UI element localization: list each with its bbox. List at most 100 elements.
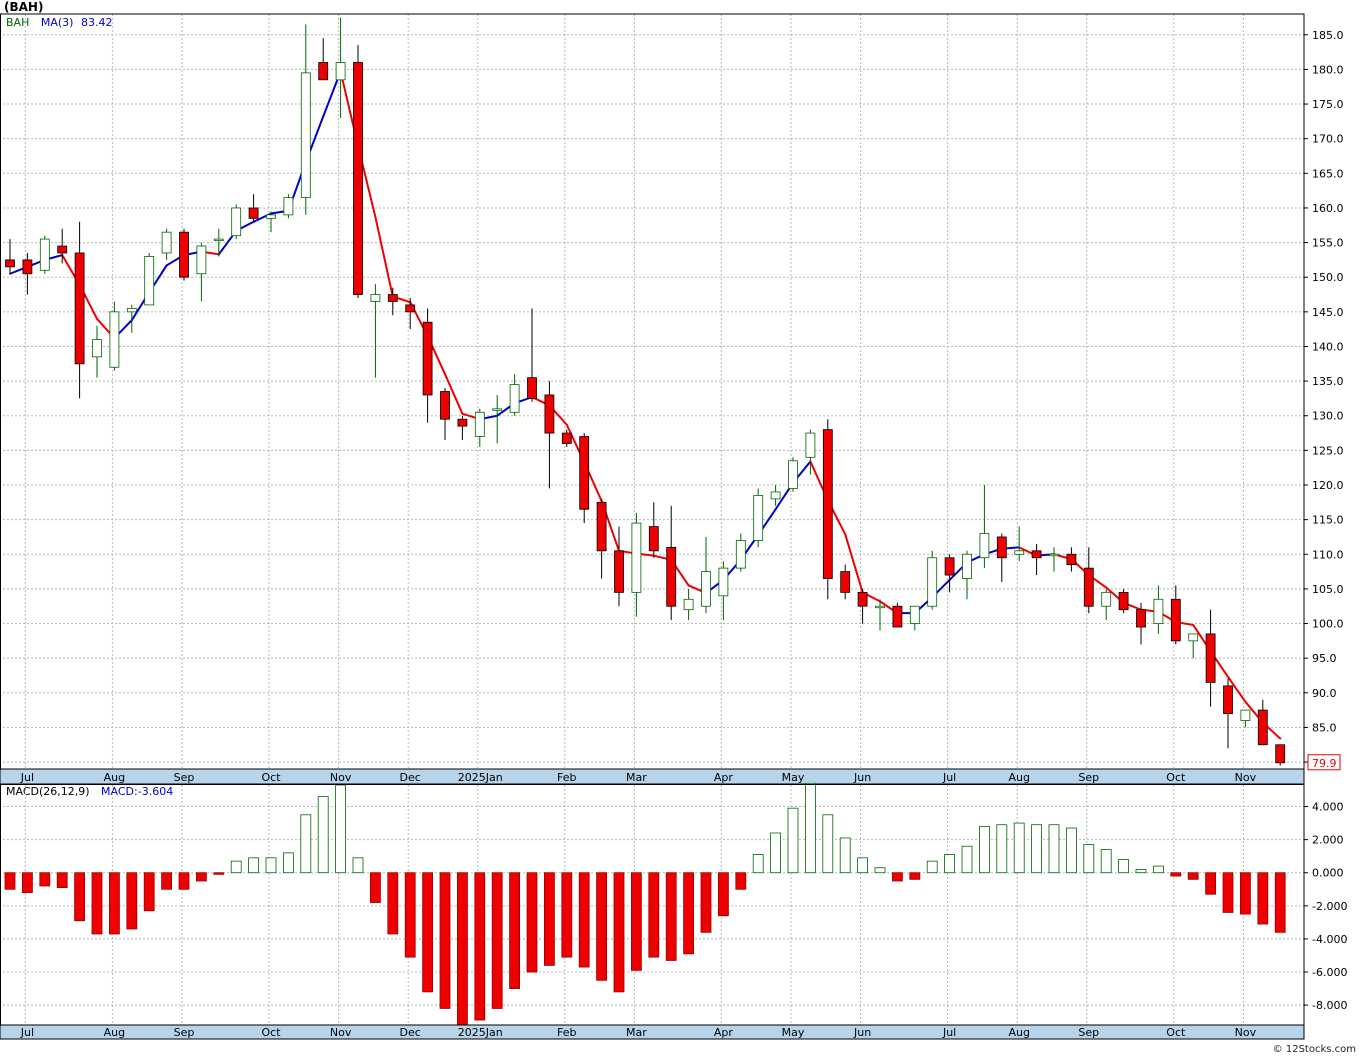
candle-body [1257,709,1268,746]
macd-bar [387,872,399,935]
macd-bar [21,872,33,893]
macd-bar [1257,872,1269,925]
macd-bar [1048,824,1060,874]
price-tick-label: 165.0 [1312,167,1344,180]
candle-body [944,557,955,576]
macd-bar [265,857,277,874]
candle-body [1275,744,1286,764]
candle-body [1049,553,1059,557]
candle-body [22,259,33,275]
ma-label: MA(3) [40,16,74,29]
macd-bar [857,857,868,874]
candle-body [126,307,137,313]
candle-body [631,522,642,593]
price-date-label: Apr [714,771,734,784]
macd-bar [1205,872,1216,895]
price-tick-label: 155.0 [1312,237,1344,250]
candle-body [370,294,381,302]
macd-bar [109,872,120,935]
price-tick-label: 120.0 [1312,479,1344,492]
candle-body [735,540,746,569]
macd-bar [1274,872,1286,933]
candle-body [266,214,276,219]
site-credit: © 12Stocks.com [1272,1044,1356,1055]
candle-body [318,62,329,81]
price-date-label: Oct [1166,771,1186,784]
candle-body [422,321,433,396]
candle-body [892,605,903,628]
macd-bar [996,824,1008,874]
candle-body [614,550,624,593]
price-tick-label: 160.0 [1312,202,1344,215]
last-price-box [1307,754,1341,771]
price-tick-label: 170.0 [1312,133,1344,146]
price-tick-label: 105.0 [1312,583,1344,596]
macd-bar [161,872,173,890]
candle-body [1031,550,1042,559]
ma-segment [844,533,864,594]
candle-body [1170,598,1181,642]
candle-body [283,197,294,216]
macd-bar [961,845,973,874]
price-tick-label: 150.0 [1312,271,1344,284]
macd-bar [1135,869,1147,874]
candle-body [927,557,938,607]
macd-bar [874,867,886,874]
candle-body [683,598,694,611]
price-date-label: Aug [1008,771,1029,784]
macd-axis: 4.000 2.000 0.000 -2.000 -4.000 -6.000 -8.000 [1304,801,1347,1012]
macd-bar [213,872,225,875]
macd-bar [805,782,816,874]
chart-title: (BAH) [4,0,44,14]
price-date-label: Dec [400,771,421,784]
candle-body [996,536,1007,559]
macd-bar [4,872,16,890]
candle-body [353,62,363,295]
candle-body [875,605,885,609]
price-date-label: Mar [626,771,647,784]
macd-date-label: Aug [1008,1026,1029,1039]
candle-body [179,231,189,278]
macd-bar [509,872,521,989]
candle-body [457,418,468,427]
candle-body [666,546,677,607]
candle-body [492,408,503,411]
macd-date-label: 2025Jan [458,1026,503,1039]
macd-bar [422,872,434,993]
macd-bar [822,814,834,874]
candle-body [1188,633,1199,642]
macd-bar [578,872,590,968]
macd-bar [230,860,242,874]
macd-date-label: Aug [104,1026,125,1039]
macd-bar [735,872,747,890]
macd-bar [770,832,781,874]
candle-body [1014,550,1025,555]
candle-body [509,384,520,413]
candle-body [144,256,155,306]
macd-bar [718,872,729,917]
macd-bar [352,857,364,874]
macd-date-bar [0,1024,1305,1040]
candle-body [474,411,485,437]
candle-body [561,432,572,444]
price-tick-label: 145.0 [1312,306,1344,319]
macd-bar [648,872,660,958]
price-tick-label: 180.0 [1312,63,1344,76]
macd-bar [613,872,625,993]
macd-bar [526,872,538,973]
candle-body [231,207,242,237]
macd-bar [143,872,155,912]
ticker-label: BAH [6,16,30,29]
candle-body [840,571,851,593]
macd-bar [178,872,190,890]
macd-date-label: Feb [557,1026,576,1039]
price-date-label: Sep [1078,771,1099,784]
macd-bar [335,784,347,874]
macd-bar [1013,822,1025,874]
price-tick-label: 95.0 [1312,652,1337,665]
macd-legend: MACD(26,12,9) MACD:-3.604 [6,785,173,798]
candles [5,17,1286,766]
ma-segment [444,373,464,415]
candle-body [196,245,207,275]
macd-bar [456,872,468,1026]
